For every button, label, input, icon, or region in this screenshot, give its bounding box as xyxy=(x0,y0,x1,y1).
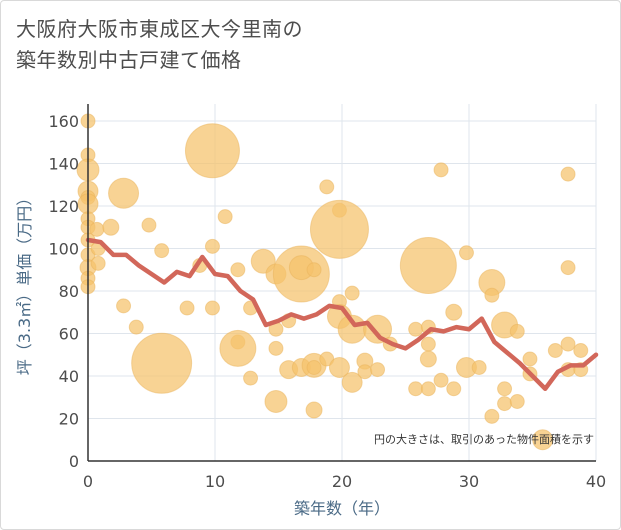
y-tick-label: 140 xyxy=(48,155,79,174)
bubble-point xyxy=(344,285,360,301)
bubble-point xyxy=(204,238,220,254)
y-tick-label: 60 xyxy=(59,325,79,344)
bubble-point xyxy=(128,319,144,335)
y-axis-label: 坪（3.3㎡）単価（万円） xyxy=(15,190,34,375)
bubble-point xyxy=(458,245,474,261)
bubble-point xyxy=(217,209,233,225)
bubble-point xyxy=(341,371,363,393)
bubble-point xyxy=(306,262,322,278)
bubble-point xyxy=(547,343,563,358)
x-tick-label: 20 xyxy=(332,472,352,491)
bubble-point xyxy=(141,217,157,233)
bubble-point xyxy=(305,401,323,419)
bubble-point xyxy=(204,300,220,316)
bubble-point xyxy=(306,360,322,375)
bubble-point xyxy=(471,360,487,375)
bubble-point xyxy=(370,362,386,378)
bubble-point xyxy=(102,218,120,236)
bubble-point xyxy=(268,340,284,356)
chart-title-line-1: 大阪府大阪市東成区大今里南の xyxy=(16,17,303,41)
bubble-point xyxy=(484,408,500,424)
y-tick-label: 80 xyxy=(59,282,79,301)
bubble-point xyxy=(264,390,288,413)
bubble-point xyxy=(522,351,538,367)
bubble-point xyxy=(433,162,449,178)
bubble-point xyxy=(497,396,513,412)
y-tick-label: 160 xyxy=(48,112,79,131)
bubble-point xyxy=(532,429,554,451)
bubble-point xyxy=(219,329,257,367)
bubble-point xyxy=(116,298,132,314)
chart-title: 大阪府大阪市東成区大今里南の 築年数別中古戸建て価格 xyxy=(16,14,606,76)
bubble-point xyxy=(230,262,246,278)
bubble-point xyxy=(509,323,525,339)
bubble-point xyxy=(408,321,424,337)
y-tick-label: 40 xyxy=(59,367,79,386)
bubble-point xyxy=(309,199,369,259)
bubble-point xyxy=(560,336,576,352)
bubble-point xyxy=(509,394,525,409)
y-tick-label: 100 xyxy=(48,240,79,259)
bubble-point xyxy=(154,243,170,259)
x-tick-label: 40 xyxy=(586,472,606,491)
bubble-point xyxy=(560,260,576,276)
bubble-point xyxy=(357,364,373,380)
bubbles-layer xyxy=(76,113,589,451)
bubble-point xyxy=(560,166,576,182)
bubble-point xyxy=(243,370,259,386)
y-tick-label: 120 xyxy=(48,197,79,216)
bubble-point xyxy=(319,179,335,195)
x-tick-label: 10 xyxy=(205,472,225,491)
bubble-point xyxy=(484,287,500,303)
trend-line xyxy=(85,237,599,391)
x-tick-label: 0 xyxy=(83,472,93,491)
y-tick-label: 20 xyxy=(59,410,79,429)
bubble-size-note: 円の大きさは、取引のあった物件面積を示す xyxy=(374,432,594,446)
bubble-point xyxy=(328,357,350,378)
bubble-point xyxy=(433,372,449,388)
bubble-point xyxy=(179,300,195,316)
bubble-point xyxy=(445,303,463,321)
bubble-point xyxy=(420,336,436,352)
bubble-point xyxy=(497,381,513,397)
x-axis-label: 築年数（年） xyxy=(294,499,390,518)
bubble-point xyxy=(419,350,437,368)
bubble-point xyxy=(446,381,462,397)
trend-line-layer xyxy=(85,237,599,391)
bubble-point xyxy=(408,381,424,397)
bubble-point xyxy=(399,237,457,294)
bubble-point xyxy=(420,381,436,397)
bubble-point xyxy=(89,221,105,237)
bubble-point xyxy=(131,332,193,394)
x-tick-label: 30 xyxy=(459,472,479,491)
bubble-point xyxy=(184,123,240,179)
chart-title-line-2: 築年数別中古戸建て価格 xyxy=(16,48,242,72)
bubble-point xyxy=(90,255,106,271)
bubble-point xyxy=(108,177,140,209)
bubble-point xyxy=(363,314,393,344)
axes xyxy=(87,104,596,462)
bubble-point xyxy=(573,343,589,358)
tick-labels: 0 20 40 60 80 100 120 140 160 0 10 20 30 40 xyxy=(48,112,606,491)
y-tick-label: 0 xyxy=(69,452,79,471)
